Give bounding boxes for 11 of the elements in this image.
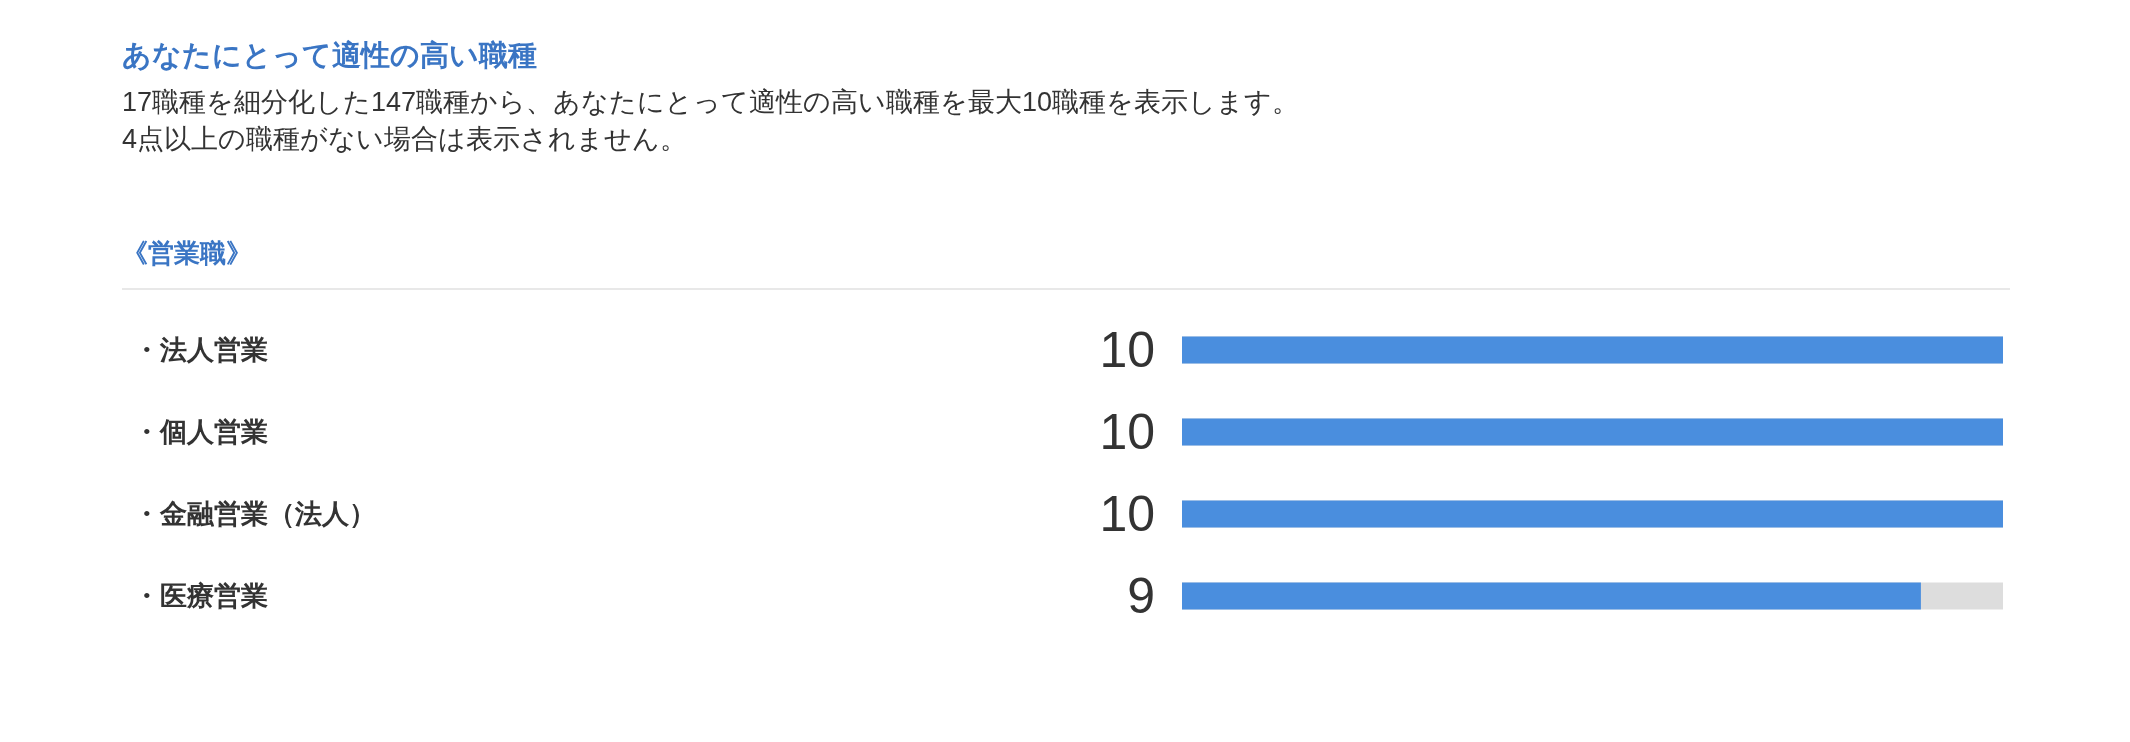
text: 《営業職》 — [122, 237, 252, 270]
y-tick-label: ・個人営業 — [133, 417, 268, 447]
y-tick-label: ・金融営業（法人） — [133, 499, 376, 529]
y-tick-label: ・法人営業 — [133, 335, 268, 365]
y-tick-label: ・医療営業 — [133, 581, 268, 611]
data-label: 10 — [1099, 404, 1155, 460]
text: 17職種を細分化した147職種から、あなたにとって適性の高い職種を最大10職種を表示します。 4点以上の職種がない場合は表示されません。 — [122, 86, 1300, 156]
data-label: 9 — [1127, 568, 1155, 624]
text: あなたにとって適性の高い職種 — [122, 38, 537, 73]
data-label: 10 — [1099, 486, 1155, 542]
data-label: 10 — [1099, 322, 1155, 378]
